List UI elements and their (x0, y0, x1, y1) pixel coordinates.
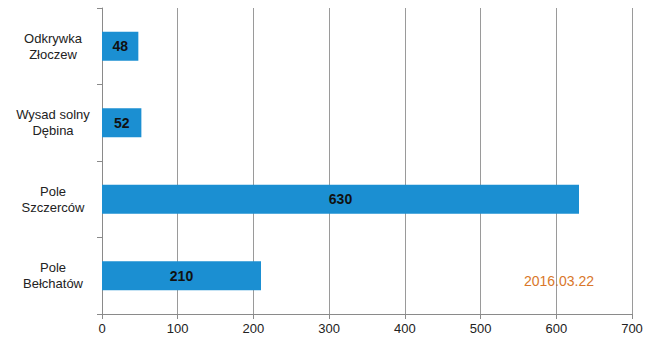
svg-text:300: 300 (318, 321, 340, 336)
svg-text:Wysad solny: Wysad solny (16, 107, 90, 122)
svg-text:210: 210 (170, 268, 194, 284)
svg-text:500: 500 (470, 321, 492, 336)
svg-text:630: 630 (329, 191, 353, 207)
svg-text:100: 100 (167, 321, 189, 336)
svg-text:48: 48 (112, 38, 128, 54)
svg-text:Pole: Pole (40, 260, 66, 275)
svg-text:2016.03.22: 2016.03.22 (524, 273, 594, 289)
svg-text:Odkrywka: Odkrywka (24, 31, 83, 46)
svg-text:52: 52 (114, 115, 130, 131)
svg-text:700: 700 (621, 321, 643, 336)
svg-text:600: 600 (545, 321, 567, 336)
svg-text:0: 0 (98, 321, 105, 336)
svg-text:200: 200 (243, 321, 265, 336)
svg-text:400: 400 (394, 321, 416, 336)
svg-text:Dębina: Dębina (32, 123, 74, 138)
svg-text:Pole: Pole (40, 184, 66, 199)
svg-text:Bełchatów: Bełchatów (23, 276, 84, 291)
svg-text:Szczerców: Szczerców (22, 200, 85, 215)
svg-text:Złoczew: Złoczew (29, 47, 77, 62)
